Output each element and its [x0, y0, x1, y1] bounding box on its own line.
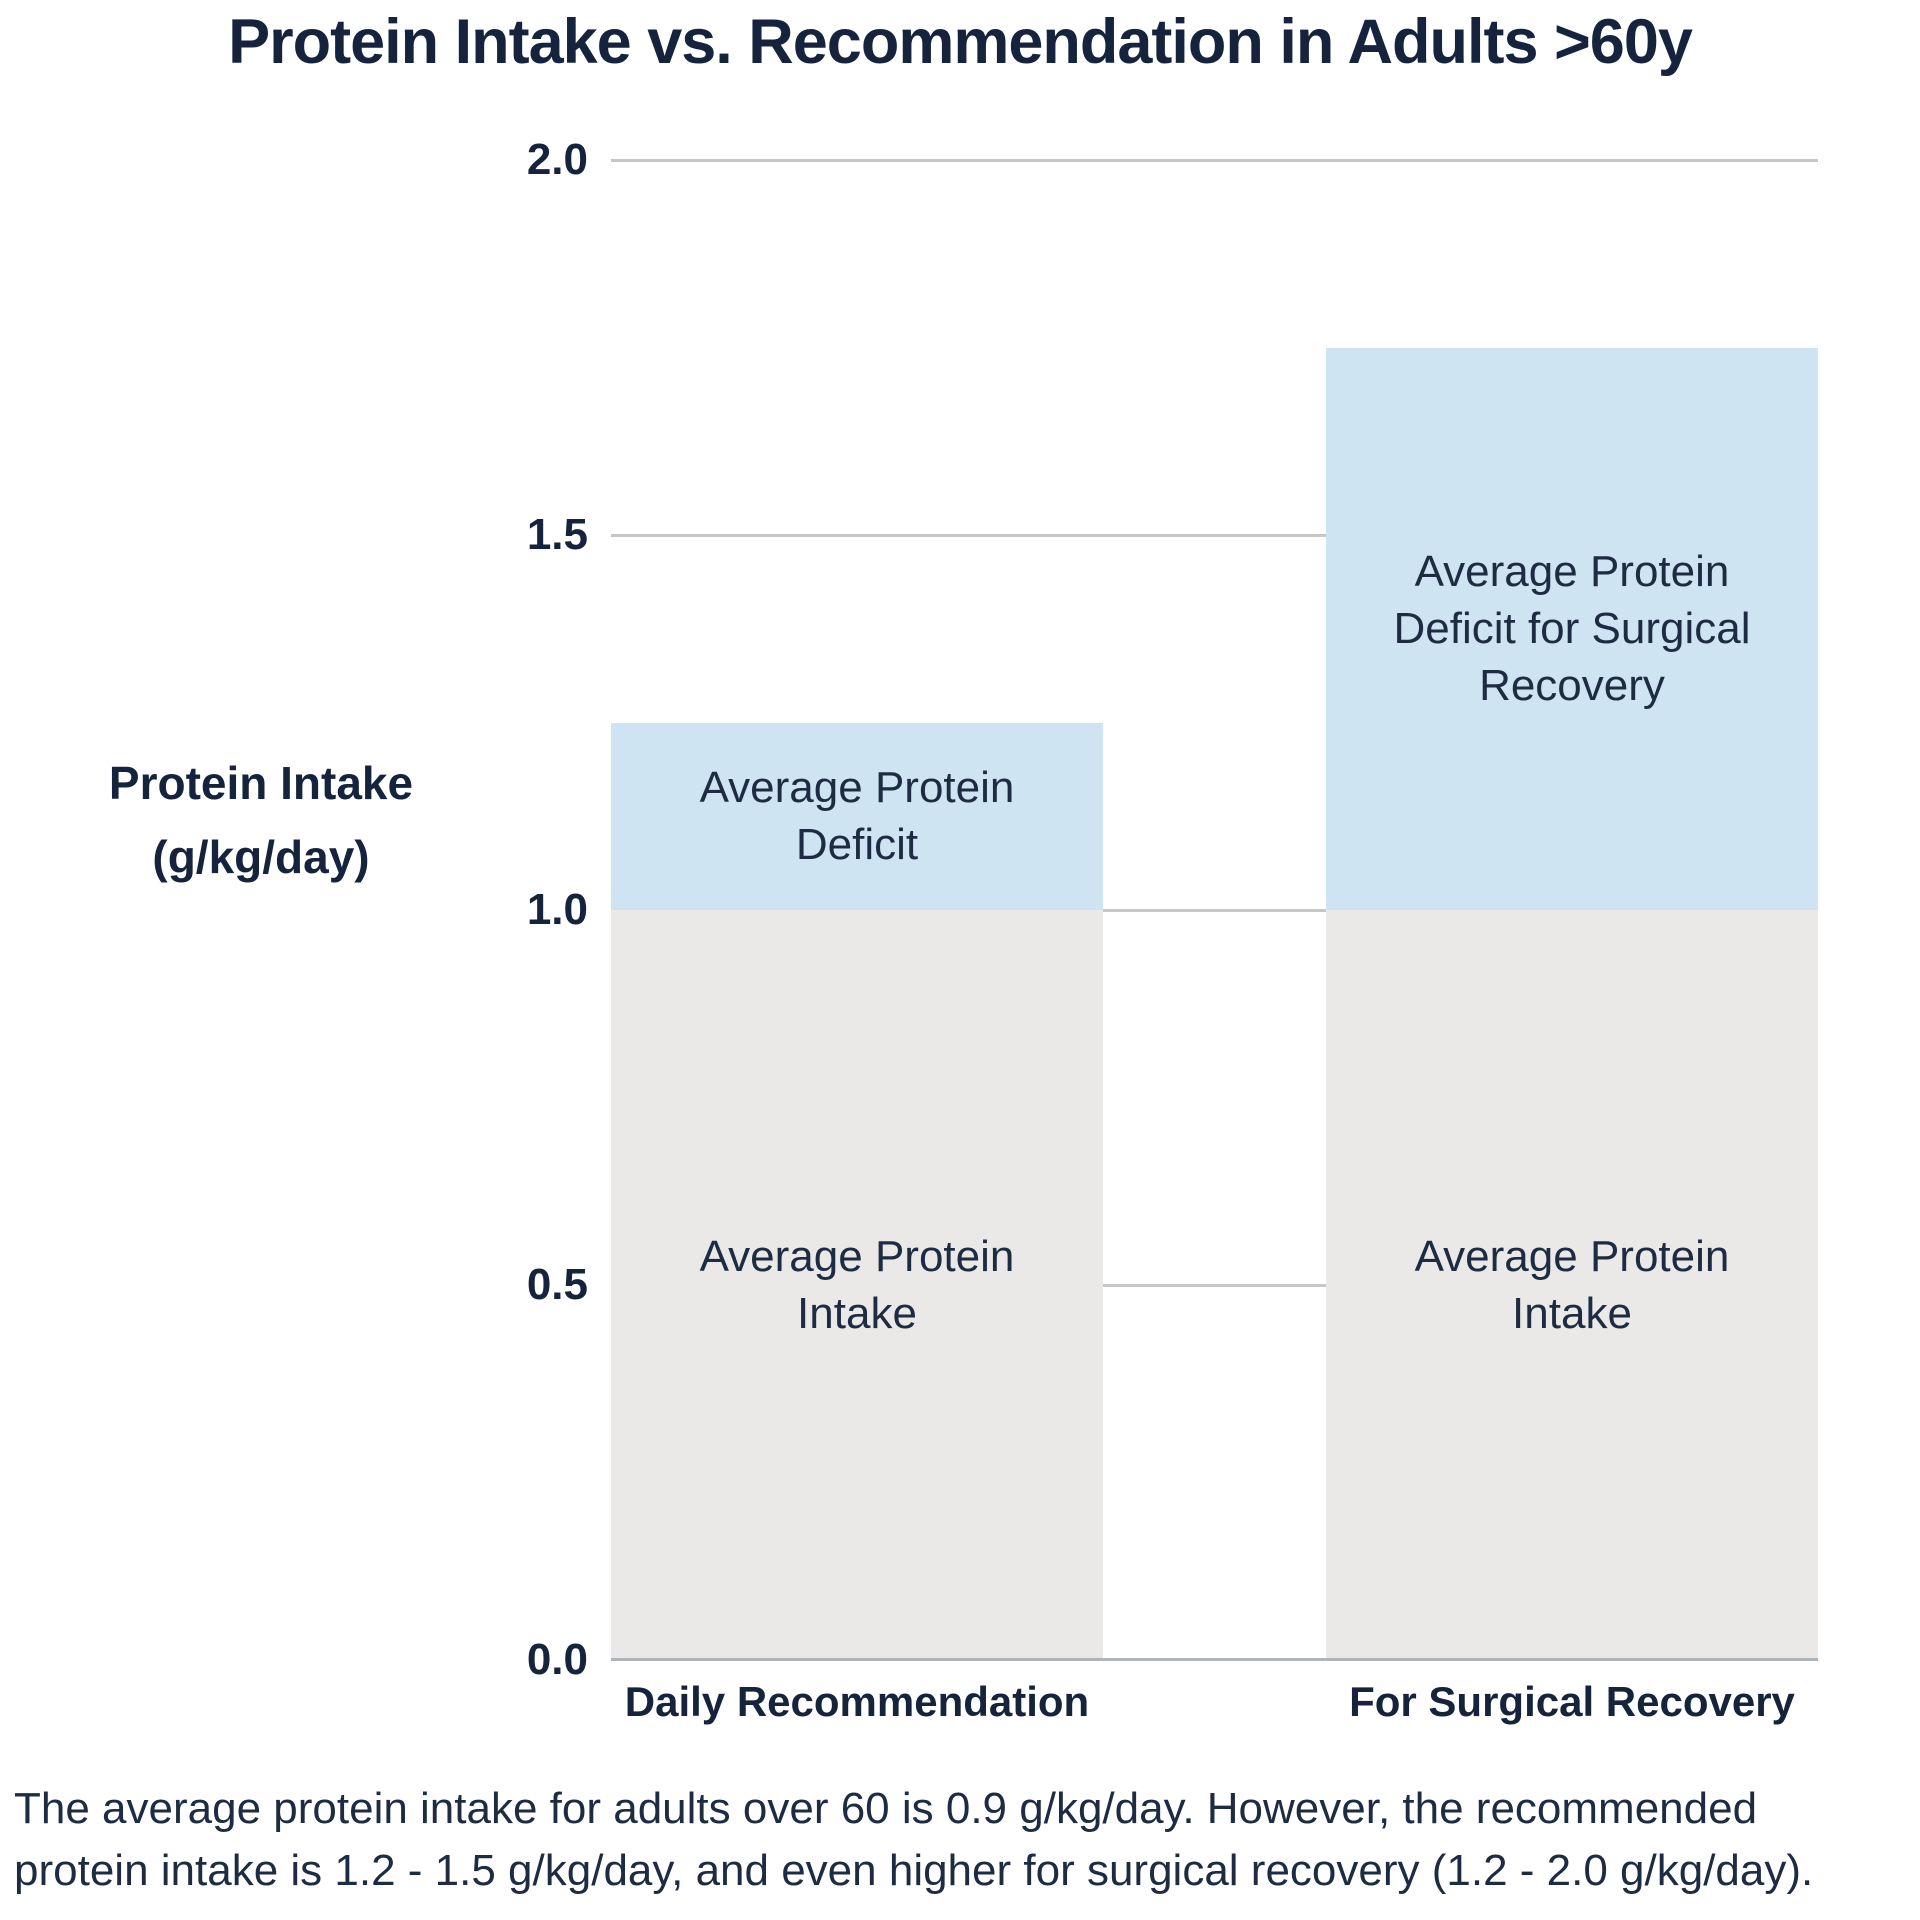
y-axis-tick-label-0.5: 0.5 [526, 1260, 588, 1309]
bar-segment-label: Average Protein Intake [1414, 1232, 1730, 1338]
y-axis-label: Protein Intake (g/kg/day) [58, 746, 464, 894]
bar-segment-label: Average Protein Intake [699, 1232, 1015, 1338]
gridline-0.5 [611, 1284, 1818, 1287]
bar-segment-label: Average Protein Deficit [699, 763, 1015, 870]
bar-segment-label: Average Protein Deficit for Surgical Rec… [1393, 547, 1751, 711]
y-axis-tick-label-2.0: 2.0 [526, 135, 588, 184]
y-axis-label-line1: Protein Intake [108, 757, 414, 809]
x-axis-category-label-daily-recommendation: Daily Recommendation [624, 1678, 1090, 1725]
x-axis-category-label-for-surgical-recovery: For Surgical Recovery [1349, 1678, 1795, 1725]
bar-segment-surgical-deficit: Average Protein Deficit for Surgical Rec… [1326, 347, 1818, 910]
gridline-1.0 [611, 909, 1818, 912]
y-axis-tick-label-0.0: 0.0 [526, 1635, 588, 1684]
chart-title: Protein Intake vs. Recommendation in Adu… [228, 7, 1693, 77]
gridline-2.0 [611, 159, 1818, 162]
caption-text: The average protein intake for adults ov… [14, 1784, 1814, 1895]
bar-segment-daily-deficit: Average Protein Deficit [611, 722, 1103, 910]
x-axis-baseline [611, 1658, 1818, 1661]
gridline-1.5 [611, 534, 1818, 537]
y-axis-label-line2: (g/kg/day) [152, 831, 370, 883]
bar-segment-daily-intake: Average Protein Intake [611, 910, 1103, 1660]
bar-segment-surgical-intake: Average Protein Intake [1326, 910, 1818, 1660]
y-axis-tick-label-1.0: 1.0 [526, 885, 588, 934]
y-axis-tick-label-1.5: 1.5 [526, 510, 588, 559]
